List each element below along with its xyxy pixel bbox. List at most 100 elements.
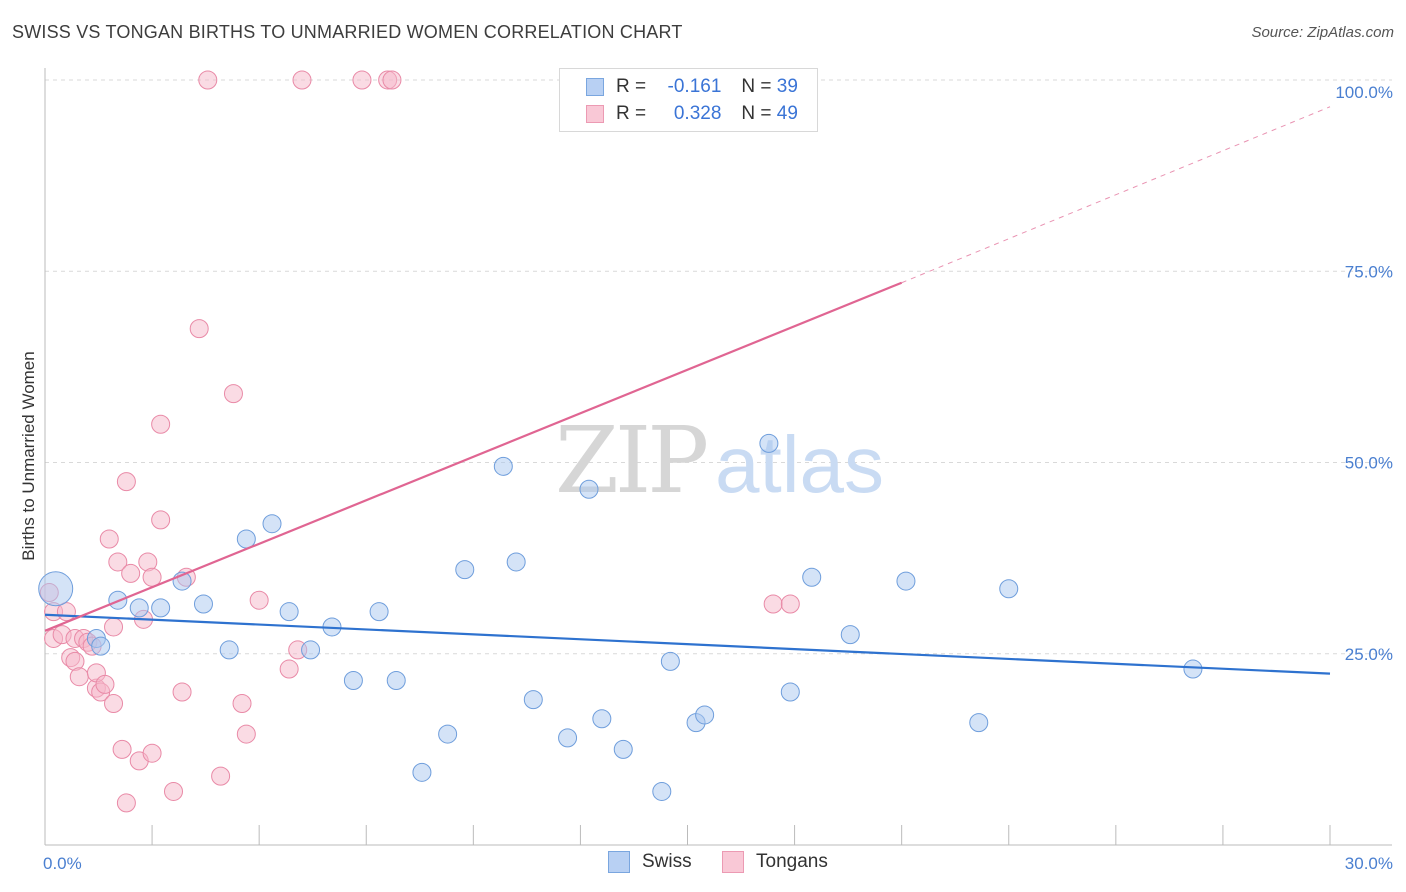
tongan-point — [116, 793, 136, 813]
swiss-point — [301, 640, 321, 660]
y-axis-label: Births to Unmarried Women — [19, 351, 38, 560]
swiss-swatch — [586, 78, 604, 96]
tongan-point — [99, 529, 119, 549]
tongan-point — [112, 739, 132, 759]
swiss-point — [493, 456, 513, 476]
chart-title: SWISS VS TONGAN BIRTHS TO UNMARRIED WOME… — [12, 22, 683, 42]
tongan-point — [780, 594, 800, 614]
tongans-r-value: 0.328 — [673, 103, 722, 124]
tongans-r-label: R = — [616, 103, 647, 124]
tongan-point — [69, 667, 89, 687]
swiss-point — [695, 705, 715, 725]
legend-item-swiss: Swiss — [608, 851, 692, 873]
stats-legend: R = -0.161 N = 39 R = 0.328 N = 49 — [559, 68, 818, 132]
tongans-n-value: 49 — [776, 103, 798, 124]
y-tick-label-100: 100.0% — [1335, 83, 1393, 102]
tongan-point — [249, 590, 269, 610]
tick-labels: 25.0% 50.0% 75.0% 100.0% 0.0% 30.0% — [43, 83, 1393, 873]
y-tick-label-50: 50.0% — [1345, 454, 1393, 473]
tongan-point — [763, 594, 783, 614]
swiss-point — [780, 682, 800, 702]
swiss-point — [999, 579, 1019, 599]
swiss-point — [412, 762, 432, 782]
legend-swatch-swiss — [608, 851, 630, 873]
watermark-zip: ZIP — [555, 407, 706, 514]
swiss-point — [438, 724, 458, 744]
tongan-point — [172, 682, 192, 702]
trend-lines — [44, 106, 1331, 675]
swiss-point — [38, 571, 74, 607]
axes — [44, 68, 1392, 846]
swiss-point — [219, 640, 239, 660]
swiss-point — [558, 728, 578, 748]
swiss-point — [386, 671, 406, 691]
swiss-point — [279, 602, 299, 622]
swiss-point — [840, 625, 860, 645]
x-tick-label-max: 30.0% — [1345, 854, 1393, 873]
swiss-point — [523, 690, 543, 710]
swiss-point — [193, 594, 213, 614]
legend-row-tongans: R = 0.328 N = 49 — [586, 102, 798, 126]
swiss-point — [343, 671, 363, 691]
swiss-point — [969, 713, 989, 733]
swiss-point — [660, 651, 680, 671]
swiss-point — [262, 514, 282, 534]
y-tick-label-75: 75.0% — [1345, 262, 1393, 281]
watermark-atlas: atlas — [715, 420, 884, 509]
gridlines — [45, 79, 1392, 655]
tongan-point — [164, 781, 183, 801]
tongan-point — [151, 510, 171, 530]
legend-item-tongans: Tongans — [722, 851, 828, 873]
tongan-point — [232, 693, 252, 713]
swiss-points — [38, 433, 1203, 801]
chart-source: Source: ZipAtlas.com — [1251, 24, 1394, 41]
swiss-point — [652, 781, 672, 801]
tongan-point — [223, 384, 243, 404]
tongan-point — [104, 617, 124, 637]
watermark: ZIP atlas — [555, 407, 884, 514]
x-tick-label-min: 0.0% — [43, 854, 82, 873]
swiss-point — [151, 598, 171, 618]
tongan-trend-line — [44, 281, 903, 632]
y-tick-label-25: 25.0% — [1345, 645, 1393, 664]
tongan-point — [95, 674, 115, 694]
series-legend: Swiss Tongans — [0, 851, 1406, 877]
tongan-point — [352, 70, 372, 90]
swiss-point — [369, 602, 389, 622]
tongan-point — [279, 659, 299, 679]
tongan-point — [189, 319, 209, 339]
tongan-point — [236, 724, 256, 744]
swiss-point — [896, 571, 916, 591]
legend-swatch-tongans — [722, 851, 744, 873]
swiss-point — [613, 739, 633, 759]
tongan-point — [116, 472, 136, 492]
swiss-point — [506, 552, 526, 572]
tongan-point — [292, 70, 312, 90]
swiss-r-label: R = — [616, 76, 647, 97]
tongan-point — [382, 70, 402, 90]
swiss-point — [579, 479, 599, 499]
swiss-point — [802, 567, 822, 587]
swiss-trend-line — [44, 613, 1331, 675]
tongan-point — [121, 563, 141, 583]
swiss-n-label: N = — [741, 76, 772, 97]
swiss-point — [91, 636, 111, 656]
legend-label-swiss: Swiss — [642, 851, 692, 872]
swiss-point — [592, 709, 612, 729]
swiss-point — [129, 598, 149, 618]
tongan-point — [108, 552, 128, 572]
swiss-point — [1183, 659, 1203, 679]
legend-row-swiss: R = -0.161 N = 39 — [586, 75, 798, 99]
swiss-point — [759, 433, 779, 453]
swiss-point — [455, 560, 475, 580]
tongan-point — [151, 414, 171, 434]
tongan-point — [104, 693, 124, 713]
tongan-point — [211, 766, 231, 786]
legend-label-tongans: Tongans — [756, 851, 828, 872]
tongans-swatch — [586, 105, 604, 123]
tongan-point — [142, 743, 162, 763]
tongan-point — [198, 70, 218, 90]
swiss-r-value: -0.161 — [667, 76, 722, 97]
tongans-n-label: N = — [741, 103, 772, 124]
